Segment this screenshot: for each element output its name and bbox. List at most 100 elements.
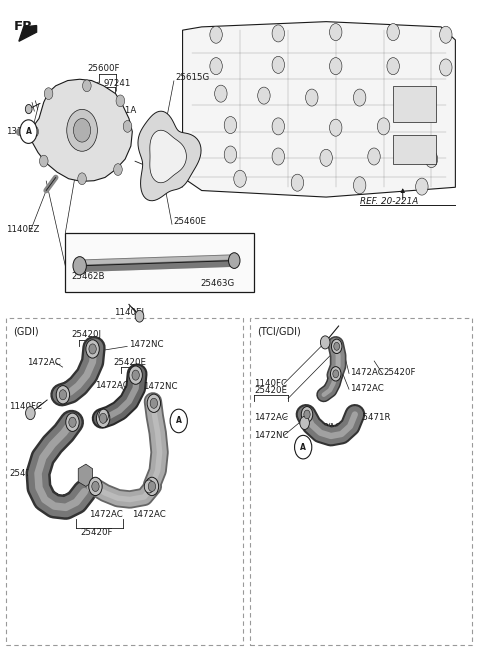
Circle shape [39,155,48,167]
Text: 25460E: 25460E [173,217,206,226]
Text: 1472AC: 1472AC [89,510,123,519]
Circle shape [83,80,91,92]
Circle shape [73,119,91,142]
Text: 25420F: 25420F [384,368,416,377]
Text: 1472AC: 1472AC [307,423,341,432]
Circle shape [135,310,144,322]
Text: 97241: 97241 [104,79,131,88]
Text: 1140FC: 1140FC [254,379,288,388]
Text: (GDI): (GDI) [13,326,39,336]
Text: A: A [176,417,181,426]
Circle shape [99,409,108,422]
Text: FR.: FR. [14,20,39,33]
Text: 1472NC: 1472NC [254,431,289,440]
Polygon shape [19,26,36,41]
Circle shape [170,409,187,433]
Circle shape [329,119,342,136]
Circle shape [377,118,390,135]
Circle shape [258,87,270,104]
Circle shape [114,164,122,175]
Circle shape [301,407,313,422]
Circle shape [147,394,160,413]
Text: 1140EJ: 1140EJ [114,308,144,317]
Text: 25420F: 25420F [80,527,113,537]
Text: 1338BA: 1338BA [6,127,40,136]
Text: 1472AC: 1472AC [96,381,129,390]
Polygon shape [150,131,186,183]
Circle shape [150,398,157,408]
Text: 25420E: 25420E [254,386,288,396]
Circle shape [145,478,158,495]
Text: 1472AC: 1472AC [350,368,384,377]
Circle shape [228,253,240,268]
Circle shape [129,366,143,384]
Circle shape [330,367,341,381]
Text: 1472AC: 1472AC [254,413,288,422]
Text: 25420E: 25420E [113,358,146,367]
Bar [250,318,472,646]
Circle shape [321,336,330,349]
Circle shape [353,176,366,194]
Text: A: A [25,127,31,136]
Circle shape [89,478,102,495]
Circle shape [416,178,428,195]
Circle shape [44,88,53,100]
Circle shape [25,104,32,113]
Circle shape [353,89,366,106]
Text: 25471R: 25471R [357,413,391,422]
Circle shape [210,26,222,43]
Circle shape [25,407,35,420]
Polygon shape [182,22,456,197]
Text: REF. 20-221A: REF. 20-221A [360,197,418,206]
Circle shape [440,26,452,43]
Polygon shape [78,464,93,486]
Circle shape [320,150,332,167]
Text: 1472AC: 1472AC [350,384,384,393]
Circle shape [59,390,67,400]
Circle shape [306,89,318,106]
Circle shape [148,482,156,491]
Circle shape [387,58,399,75]
Bar [393,135,436,165]
Circle shape [67,110,97,152]
Circle shape [368,148,380,165]
Circle shape [215,85,227,102]
Circle shape [272,118,285,135]
Circle shape [86,340,99,358]
Bar [6,318,243,646]
Circle shape [56,386,70,404]
Circle shape [272,56,285,73]
Circle shape [387,24,399,41]
Circle shape [20,120,37,144]
Bar [393,86,436,122]
Circle shape [123,121,132,133]
Text: A: A [300,443,306,451]
Circle shape [78,173,86,184]
Circle shape [329,58,342,75]
Text: 1472NC: 1472NC [129,340,164,349]
Text: 1472AC: 1472AC [27,358,61,367]
Circle shape [66,413,79,432]
Circle shape [69,417,76,427]
Circle shape [272,148,285,165]
Circle shape [291,174,304,191]
Circle shape [116,95,125,107]
Text: 25615G: 25615G [175,73,210,83]
Text: 25600F: 25600F [87,64,120,73]
Circle shape [73,256,86,275]
Circle shape [295,436,312,459]
Circle shape [300,417,310,430]
Circle shape [99,413,107,423]
Circle shape [96,409,110,428]
Bar [65,233,254,292]
Text: 25462B: 25462B [72,272,105,281]
Circle shape [132,370,139,380]
Circle shape [89,344,96,354]
Circle shape [329,24,342,41]
Circle shape [333,370,338,378]
Circle shape [92,482,99,491]
Circle shape [416,89,428,106]
Text: 25463G: 25463G [201,279,235,288]
Circle shape [304,410,310,419]
Text: (TCI/GDI): (TCI/GDI) [257,326,300,336]
